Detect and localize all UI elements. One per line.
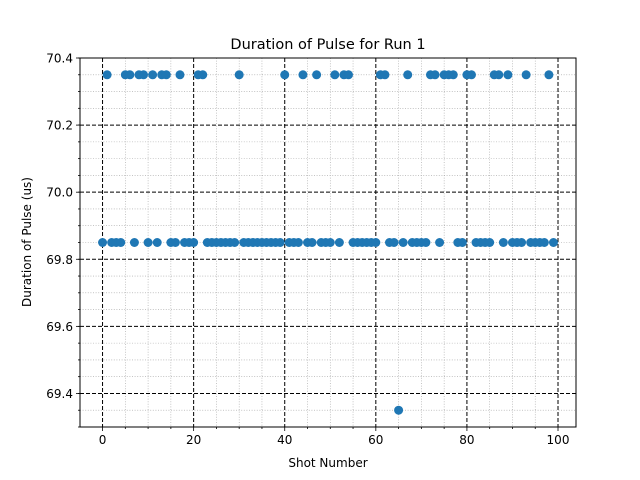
- data-point: [125, 70, 135, 80]
- data-point: [457, 238, 467, 247]
- data-point: [98, 238, 108, 247]
- y-tick-label: 70.4: [46, 52, 73, 66]
- data-point: [398, 238, 408, 247]
- data-point: [152, 238, 162, 247]
- data-point: [544, 70, 554, 80]
- data-point: [448, 70, 458, 80]
- data-point: [494, 70, 504, 80]
- data-point: [517, 238, 527, 247]
- data-point: [234, 70, 244, 80]
- y-tick-label: 70.0: [46, 186, 73, 200]
- data-point: [189, 238, 199, 247]
- y-axis-ticks: 69.4 69.6 69.8 70.0 70.2 70.4: [46, 52, 80, 428]
- chart-title: Duration of Pulse for Run 1: [230, 37, 425, 53]
- data-point: [435, 238, 445, 247]
- data-point: [116, 238, 126, 247]
- data-point: [394, 405, 404, 415]
- data-point: [161, 70, 171, 80]
- x-axis-ticks: 0 20 40 60 80 100: [99, 427, 570, 447]
- data-point: [371, 238, 381, 247]
- y-tick-label: 69.4: [46, 387, 73, 401]
- data-point: [343, 70, 353, 80]
- data-point: [143, 238, 153, 247]
- data-point: [280, 70, 290, 80]
- data-point: [148, 70, 158, 80]
- data-point: [102, 70, 112, 80]
- data-point: [430, 70, 440, 80]
- x-tick-label: 40: [277, 433, 292, 447]
- data-point: [521, 70, 531, 80]
- data-point: [389, 238, 399, 247]
- x-tick-label: 60: [368, 433, 383, 447]
- data-point: [170, 238, 180, 247]
- data-point: [198, 70, 208, 80]
- data-point: [325, 238, 335, 247]
- x-tick-label: 100: [547, 433, 570, 447]
- data-point: [548, 238, 558, 247]
- x-tick-label: 20: [186, 433, 201, 447]
- data-points: [98, 70, 558, 415]
- data-point: [421, 238, 431, 247]
- data-point: [380, 70, 390, 80]
- data-point: [275, 238, 285, 247]
- minor-grid: [80, 58, 576, 428]
- y-tick-label: 70.2: [46, 119, 73, 133]
- data-point: [312, 70, 322, 80]
- data-point: [403, 70, 413, 80]
- data-point: [503, 70, 513, 80]
- data-point: [307, 238, 317, 247]
- data-point: [230, 238, 240, 247]
- data-point: [498, 238, 508, 247]
- data-point: [539, 238, 549, 247]
- x-axis-label: Shot Number: [288, 456, 367, 470]
- data-point: [330, 70, 340, 80]
- x-tick-label: 0: [99, 433, 107, 447]
- data-point: [175, 70, 185, 80]
- data-point: [466, 70, 476, 80]
- x-tick-label: 80: [459, 433, 474, 447]
- data-point: [293, 238, 303, 247]
- y-tick-label: 69.8: [46, 253, 73, 267]
- y-tick-label: 69.6: [46, 320, 73, 334]
- data-point: [485, 238, 495, 247]
- data-point: [334, 238, 344, 247]
- data-point: [139, 70, 149, 80]
- data-point: [298, 70, 308, 80]
- data-point: [129, 238, 139, 247]
- y-axis-label: Duration of Pulse (us): [20, 177, 34, 307]
